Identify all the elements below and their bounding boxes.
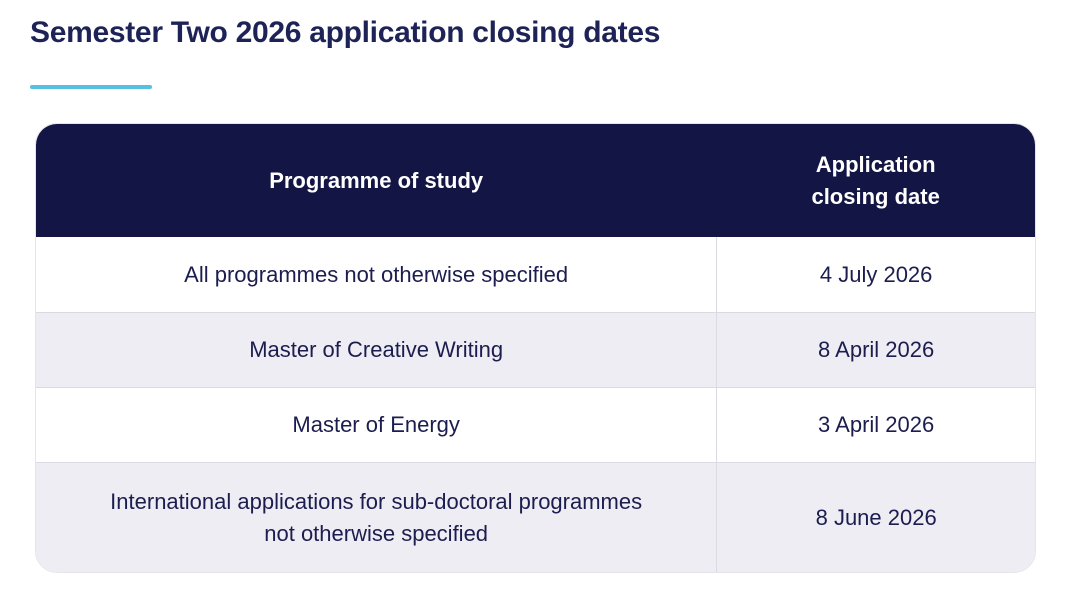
table-row: All programmes not otherwise specified 4… — [36, 237, 1035, 312]
closing-dates-table: Programme of study Application closing d… — [35, 123, 1036, 573]
column-header-programme: Programme of study — [269, 167, 484, 193]
title-accent-underline — [30, 85, 152, 89]
closing-date-cell: 4 July 2026 — [716, 237, 1035, 312]
programme-cell: International applications for sub-docto… — [110, 488, 643, 546]
column-header-closing-date: Application closing date — [811, 151, 940, 209]
programme-cell: Master of Creative Writing — [249, 337, 504, 363]
table-header-row: Programme of study Application closing d… — [36, 124, 1035, 237]
programme-cell: All programmes not otherwise specified — [184, 261, 569, 287]
programme-cell: Master of Energy — [292, 412, 460, 438]
closing-date-cell: 8 June 2026 — [716, 463, 1035, 572]
closing-date-cell: 3 April 2026 — [716, 388, 1035, 462]
table-row: Master of Creative Writing 8 April 2026 — [36, 312, 1035, 387]
closing-date-cell: 8 April 2026 — [716, 313, 1035, 387]
page-title: Semester Two 2026 application closing da… — [30, 16, 661, 49]
table-row: International applications for sub-docto… — [36, 462, 1035, 572]
table-row: Master of Energy 3 April 2026 — [36, 387, 1035, 462]
